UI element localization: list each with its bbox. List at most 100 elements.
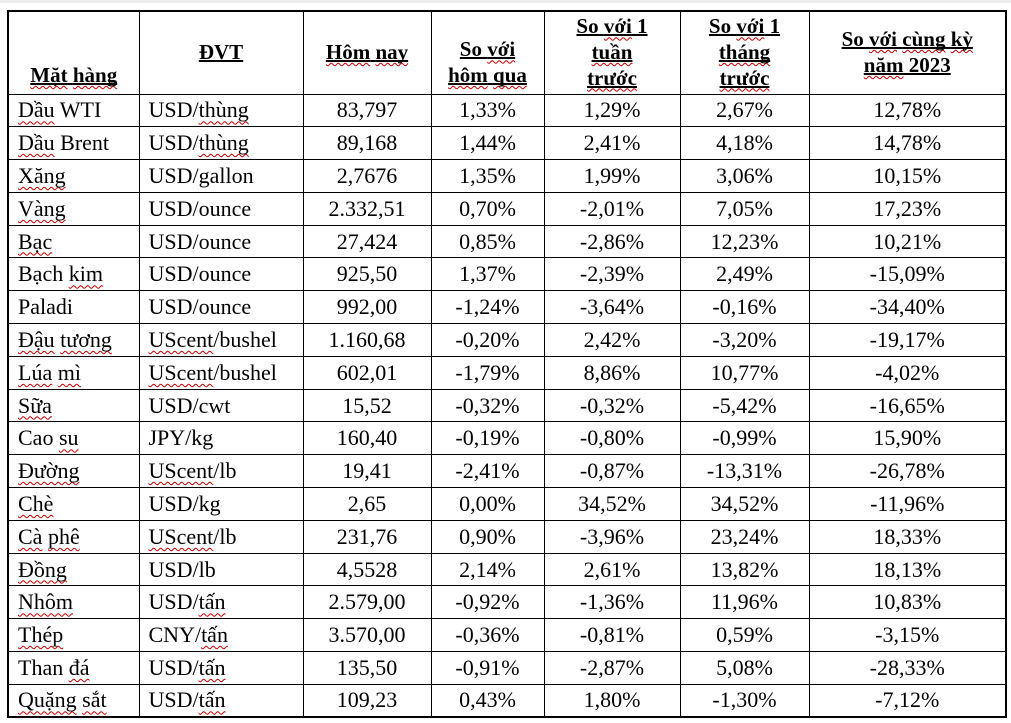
unit-cell: USD/ounce bbox=[138, 224, 304, 259]
commodity-cell: Đồng bbox=[7, 552, 140, 587]
commodity-cell: Vàng bbox=[7, 191, 140, 226]
vs-yesterday-cell: -0,92% bbox=[430, 585, 545, 620]
vs-yesterday-cell: -1,79% bbox=[430, 355, 545, 390]
misspelled-word: tháng bbox=[718, 39, 771, 64]
unit-cell: USD/tấn bbox=[138, 585, 304, 620]
col-header-commodity: Mặt hàng bbox=[7, 10, 140, 95]
vs-month-cell: 34,52% bbox=[679, 487, 810, 521]
misspelled-word: su bbox=[58, 425, 79, 451]
vs-yesterday-cell: 1,37% bbox=[430, 257, 545, 292]
misspelled-word: Nhôm bbox=[18, 589, 73, 615]
vs-week-cell: -2,01% bbox=[543, 191, 681, 226]
table-row: Đậu tương UScent/bushel 1.160,68 -0,20% 2,42… bbox=[7, 323, 1007, 357]
misspelled-word: tấn bbox=[198, 654, 226, 680]
unit-cell: USD/tấn bbox=[138, 683, 304, 718]
table-row: Lúa mì UScent/bushel 602,01 -1,79% 8,86% 10,7… bbox=[7, 355, 1007, 390]
unit-cell: USD/tấn bbox=[138, 651, 304, 685]
misspelled-word: hàng bbox=[72, 62, 118, 87]
vs-week-cell: 2,41% bbox=[543, 126, 681, 161]
misspelled-word: Dầu bbox=[18, 97, 55, 123]
table-row: Vàng USD/ounce 2.332,51 0,70% -2,01% 7,05% 17,… bbox=[7, 191, 1007, 226]
vs-yesterday-cell: 1,44% bbox=[430, 126, 545, 161]
today-cell: 2.332,51 bbox=[302, 191, 432, 226]
vs-yesterday-cell: 1,35% bbox=[430, 159, 545, 193]
vs-week-cell: -0,81% bbox=[543, 618, 681, 653]
word: So bbox=[708, 14, 737, 39]
misspelled-word: Đường bbox=[18, 458, 80, 484]
word: /bushel bbox=[213, 359, 277, 385]
vs-month-cell: 2,67% bbox=[679, 93, 810, 128]
vs-week-cell: -2,86% bbox=[543, 224, 681, 259]
misspelled-word: tấn bbox=[198, 687, 226, 713]
vs-week-cell: 2,42% bbox=[543, 323, 681, 357]
today-cell: 2.579,00 bbox=[302, 585, 432, 620]
table-row: Dầu Brent USD/thùng 89,168 1,44% 2,41% 4,18% 1… bbox=[7, 126, 1007, 161]
vs-month-cell: 3,06% bbox=[679, 159, 810, 193]
vs-yesterday-cell: -0,32% bbox=[430, 388, 545, 423]
vs-yesterday-cell: 1,33% bbox=[430, 93, 545, 128]
word: USD/ bbox=[148, 130, 199, 156]
today-cell: 602,01 bbox=[302, 355, 432, 390]
table-row: Đường UScent/lb 19,41 -2,41% -0,87% -13,31% -2… bbox=[7, 454, 1007, 489]
commodity-cell: Chè bbox=[7, 487, 140, 521]
vs-month-cell: 2,49% bbox=[679, 257, 810, 292]
word: Brent bbox=[54, 130, 110, 156]
vs-month-cell: -0,16% bbox=[679, 290, 810, 325]
word: USD/ bbox=[148, 589, 199, 615]
vs-2023-cell: 15,90% bbox=[808, 421, 1007, 456]
misspelled-word: Xăng bbox=[18, 162, 66, 188]
vs-week-cell: 8,86% bbox=[543, 355, 681, 390]
word: /bushel bbox=[213, 326, 277, 352]
word: USD/lb bbox=[148, 556, 216, 582]
table-body: Dầu WTI USD/thùng 83,797 1,33% 1,29% 2,67% 12,… bbox=[7, 93, 1007, 718]
commodity-cell: Cao su bbox=[7, 421, 140, 456]
word: USD/ounce bbox=[148, 261, 252, 287]
misspelled-word: Đồng bbox=[18, 556, 67, 582]
today-cell: 15,52 bbox=[302, 388, 432, 423]
vs-yesterday-cell: 2,14% bbox=[430, 552, 545, 587]
table-row: Bạc USD/ounce 27,424 0,85% -2,86% 12,23% 10,21… bbox=[7, 224, 1007, 259]
today-cell: 4,5528 bbox=[302, 552, 432, 587]
misspelled-word: kim bbox=[68, 261, 103, 287]
unit-cell: UScent/lb bbox=[138, 454, 304, 489]
today-cell: 135,50 bbox=[302, 651, 432, 685]
table-row: Nhôm USD/tấn 2.579,00 -0,92% -1,36% 11,96% 10,… bbox=[7, 585, 1007, 620]
vs-2023-cell: -26,78% bbox=[808, 454, 1007, 489]
vs-week-cell: 34,52% bbox=[543, 487, 681, 521]
vs-week-cell: -3,96% bbox=[543, 519, 681, 554]
today-cell: 109,23 bbox=[302, 683, 432, 718]
word: WTI bbox=[54, 97, 102, 123]
vs-yesterday-cell: -0,36% bbox=[430, 618, 545, 653]
unit-cell: UScent/bushel bbox=[138, 323, 304, 357]
unit-cell: CNY/tấn bbox=[138, 618, 304, 653]
misspelled-word: Dầu bbox=[18, 130, 55, 156]
vs-yesterday-cell: 0,85% bbox=[430, 224, 545, 259]
misspelled-word: UScent bbox=[148, 359, 214, 385]
word: Than bbox=[18, 654, 69, 680]
vs-month-cell: -13,31% bbox=[679, 454, 810, 489]
unit-cell: UScent/lb bbox=[138, 519, 304, 554]
misspelled-word: Quặng bbox=[18, 687, 77, 713]
today-cell: 3.570,00 bbox=[302, 618, 432, 653]
commodity-cell: Than đá bbox=[7, 651, 140, 685]
word: CNY/ bbox=[148, 622, 202, 648]
misspelled-word: Thép bbox=[18, 622, 64, 648]
unit-cell: USD/gallon bbox=[138, 159, 304, 193]
misspelled-word: tương bbox=[60, 326, 112, 352]
commodity-cell: Xăng bbox=[7, 159, 140, 193]
vs-month-cell: 13,82% bbox=[679, 552, 810, 587]
vs-2023-cell: 10,83% bbox=[808, 585, 1007, 620]
word: USD/gallon bbox=[148, 162, 254, 188]
today-cell: 2,7676 bbox=[302, 159, 432, 193]
commodity-cell: Nhôm bbox=[7, 585, 140, 620]
word: Cao bbox=[18, 425, 59, 451]
today-cell: 83,797 bbox=[302, 93, 432, 128]
misspelled-word: Đậu bbox=[18, 326, 55, 352]
unit-cell: USD/ounce bbox=[138, 191, 304, 226]
table-row: Bạch kim USD/ounce 925,50 1,37% -2,39% 2,49% -… bbox=[7, 257, 1007, 292]
vs-2023-cell: -34,40% bbox=[808, 290, 1007, 325]
commodity-cell: Đường bbox=[7, 454, 140, 489]
table-row: Thép CNY/tấn 3.570,00 -0,36% -0,81% 0,59% -3,1… bbox=[7, 618, 1007, 653]
today-cell: 1.160,68 bbox=[302, 323, 432, 357]
